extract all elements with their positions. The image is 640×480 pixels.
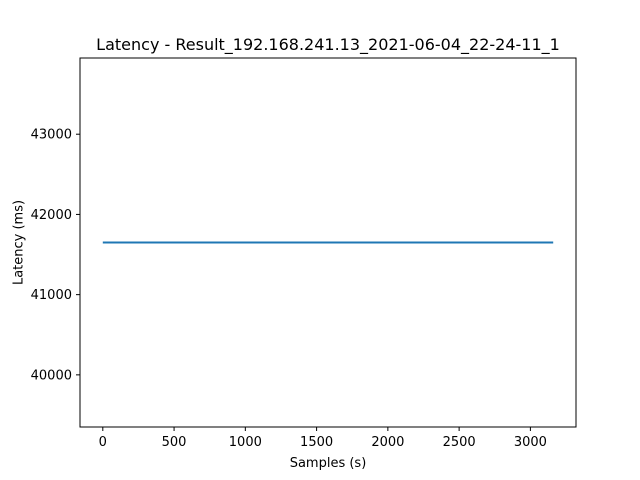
y-tick-label: 43000	[31, 128, 72, 143]
y-tick-label: 42000	[31, 208, 72, 223]
x-axis-label: Samples (s)	[290, 456, 367, 471]
y-tick-label: 41000	[31, 288, 72, 303]
x-tick-label: 500	[162, 435, 187, 450]
axes-frame	[79, 57, 577, 428]
y-axis-label: Latency (ms)	[12, 200, 27, 285]
x-axis-ticks: 0 500 1000 1500 2000 2500 3000	[99, 427, 547, 450]
x-tick-label: 1000	[229, 435, 262, 450]
y-tick-label: 40000	[31, 368, 72, 383]
y-axis-ticks: 40000 41000 42000 43000	[31, 128, 80, 383]
x-tick-label: 2000	[371, 435, 404, 450]
x-tick-label: 0	[99, 435, 107, 450]
x-tick-label: 1500	[300, 435, 333, 450]
x-tick-label: 3000	[514, 435, 547, 450]
x-tick-label: 2500	[443, 435, 476, 450]
chart-title: Latency - Result_192.168.241.13_2021-06-…	[96, 35, 560, 55]
